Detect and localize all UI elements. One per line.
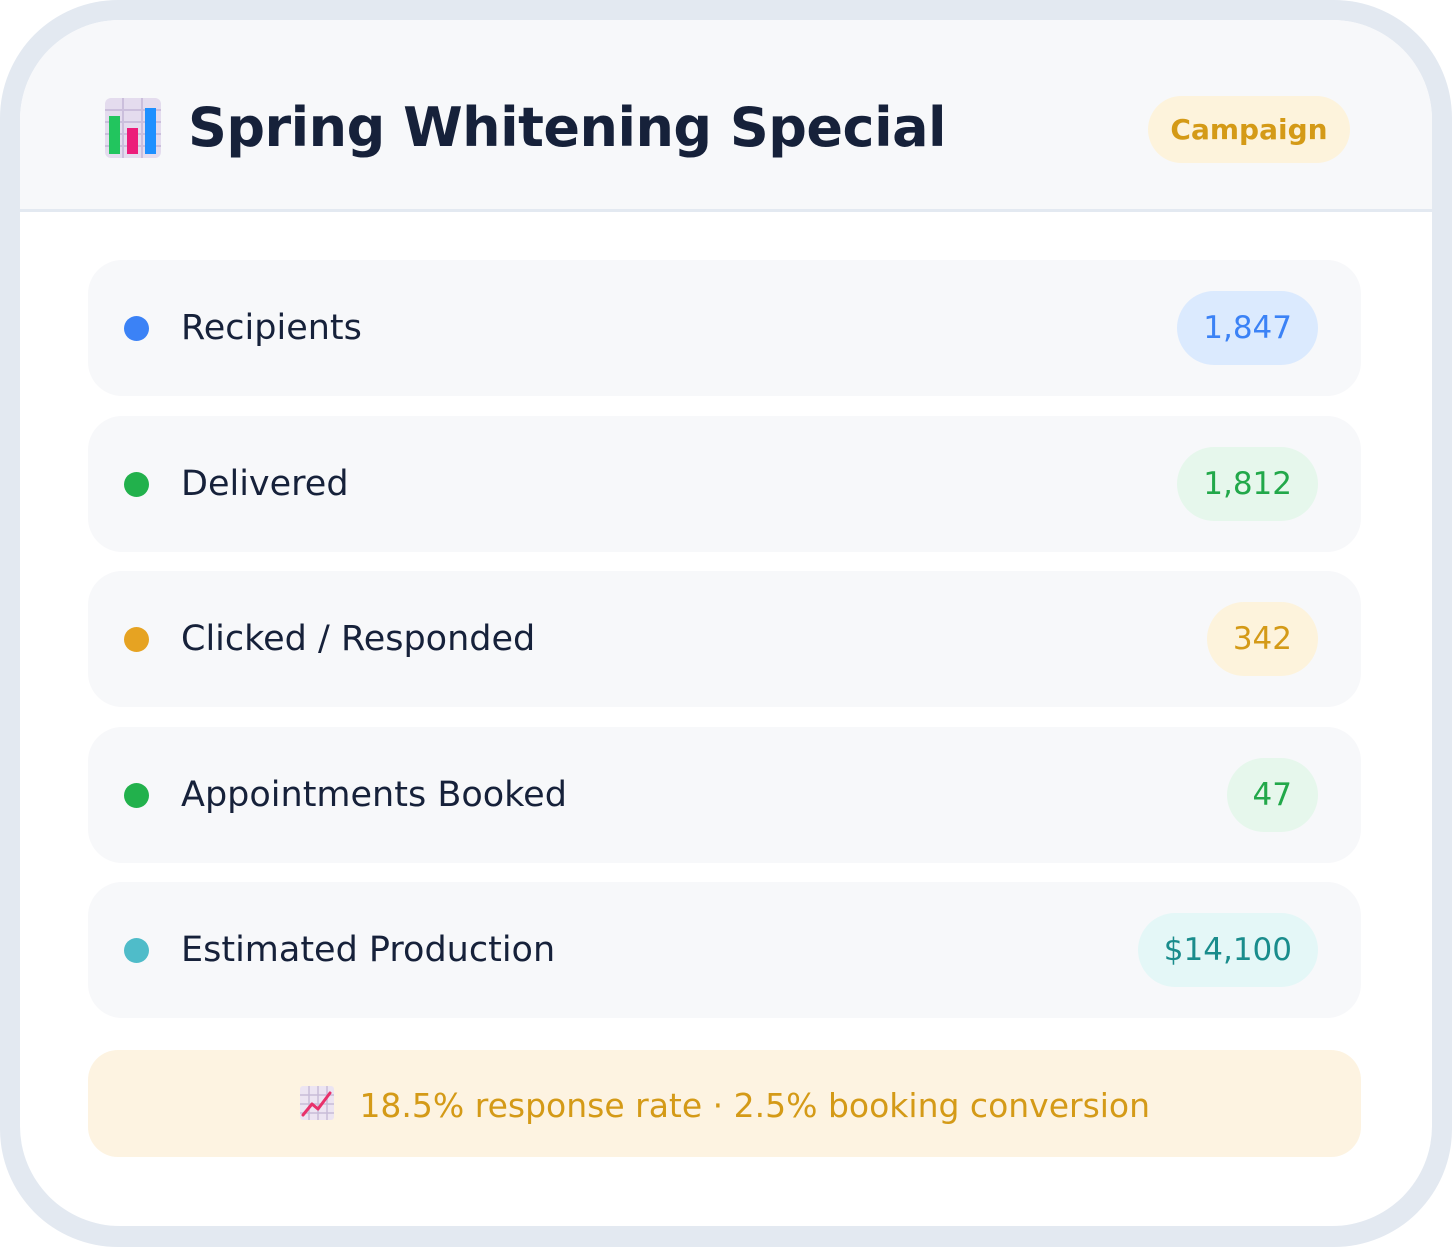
metric-row: Estimated Production $14,100 (88, 882, 1361, 1018)
status-dot (124, 627, 149, 652)
metric-value-badge: $14,100 (1137, 913, 1318, 987)
summary-banner: 18.5% response rate · 2.5% booking conve… (88, 1050, 1361, 1157)
metric-value-badge: 1,812 (1177, 447, 1318, 521)
status-dot (124, 783, 149, 808)
metric-value-badge: 47 (1226, 758, 1318, 832)
campaign-badge: Campaign (1148, 96, 1350, 163)
card-header: Spring Whitening Special Campaign (20, 20, 1432, 212)
status-dot (124, 472, 149, 497)
metric-label: Appointments Booked (181, 775, 567, 815)
metric-label: Clicked / Responded (181, 619, 536, 659)
metric-row: Clicked / Responded 342 (88, 571, 1361, 707)
status-dot (124, 938, 149, 963)
metric-label: Recipients (181, 308, 362, 348)
metric-row: Recipients 1,847 (88, 260, 1361, 396)
bar-chart-icon (105, 98, 161, 158)
status-dot (124, 316, 149, 341)
summary-text: 18.5% response rate · 2.5% booking conve… (359, 1086, 1151, 1125)
page-title: Spring Whitening Special (188, 96, 947, 159)
metric-value-badge: 1,847 (1177, 291, 1318, 365)
metric-row: Delivered 1,812 (88, 416, 1361, 552)
metric-label: Estimated Production (181, 930, 556, 970)
metric-value-badge: 342 (1206, 602, 1318, 676)
metric-label: Delivered (181, 464, 349, 504)
chart-increasing-icon (299, 1085, 334, 1120)
metric-row: Appointments Booked 47 (88, 727, 1361, 863)
campaign-card: Spring Whitening Special Campaign Recipi… (20, 20, 1432, 1226)
